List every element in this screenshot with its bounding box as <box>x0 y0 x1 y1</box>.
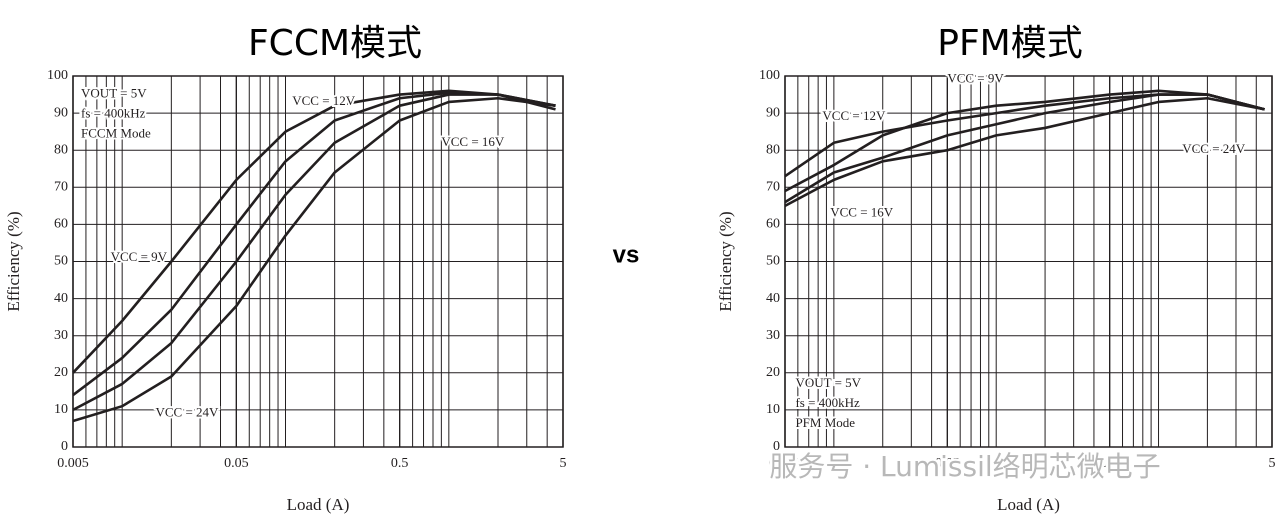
y-tick-label: 60 <box>54 217 68 232</box>
y-tick-label: 50 <box>54 254 68 269</box>
y-tick-label: 70 <box>766 180 780 195</box>
data-line <box>72 96 556 423</box>
y-tick-label: 90 <box>54 105 68 120</box>
y-tick-label: 50 <box>766 254 780 269</box>
y-tick-label: 80 <box>54 142 68 157</box>
y-tick-label: 20 <box>766 365 780 380</box>
y-tick-label: 30 <box>766 328 780 343</box>
annotation: PFM Mode <box>795 415 855 430</box>
x-tick-label: 0.5 <box>1101 456 1119 471</box>
x-tick-label: 0.05 <box>935 456 960 471</box>
x-tick-label: 0.05 <box>224 456 249 471</box>
y-tick-label: 10 <box>766 402 780 417</box>
chart-title: FCCM模式 <box>248 23 422 64</box>
y-tick-label: 10 <box>54 402 68 417</box>
y-tick-label: 80 <box>766 142 780 157</box>
data-line <box>784 93 1265 204</box>
y-tick-label: 0 <box>773 439 780 454</box>
y-tick-label: 100 <box>759 68 780 83</box>
y-tick-label: 40 <box>54 291 68 306</box>
y-tick-label: 100 <box>47 68 68 83</box>
series-label: VCC = 9V <box>111 249 168 264</box>
series-label: VCC = 12V <box>292 93 356 108</box>
series-label: VCC = 16V <box>441 134 505 149</box>
x-axis-label: Load (A) <box>287 495 350 514</box>
x-axis-label: Load (A) <box>997 495 1060 514</box>
series-label: VCC = 24V <box>1182 141 1246 156</box>
y-tick-label: 40 <box>766 291 780 306</box>
series-label: VCC = 9V <box>947 71 1004 86</box>
data-line <box>72 93 556 412</box>
chart-title: PFM模式 <box>937 23 1082 64</box>
separator: vs <box>613 241 640 268</box>
y-tick-label: 30 <box>54 328 68 343</box>
annotation: FCCM Mode <box>81 126 151 141</box>
series-label: VCC = 16V <box>830 204 894 219</box>
y-tick-label: 20 <box>54 365 68 380</box>
x-tick-label: 5 <box>1269 456 1276 471</box>
data-line <box>784 89 1265 193</box>
x-tick-label: 0.005 <box>769 456 801 471</box>
y-tick-label: 60 <box>766 217 780 232</box>
annotation: fs = 400kHz <box>795 395 860 410</box>
x-tick-label: 0.005 <box>57 456 89 471</box>
annotation: VOUT = 5V <box>81 86 147 101</box>
x-tick-label: 5 <box>560 456 567 471</box>
y-tick-label: 90 <box>766 105 780 120</box>
y-axis-label: Efficiency (%) <box>4 211 23 311</box>
x-tick-label: 0.5 <box>391 456 409 471</box>
series-label: VCC = 24V <box>156 405 220 420</box>
watermark: 服务号 · Lumissil络明芯微电子 <box>769 450 1160 483</box>
annotation: VOUT = 5V <box>795 375 861 390</box>
series-label: VCC = 12V <box>822 108 886 123</box>
y-axis-label: Efficiency (%) <box>716 211 735 311</box>
y-tick-label: 70 <box>54 180 68 195</box>
y-tick-label: 0 <box>61 439 68 454</box>
data-line <box>784 96 1265 207</box>
annotation: fs = 400kHz <box>81 106 146 121</box>
